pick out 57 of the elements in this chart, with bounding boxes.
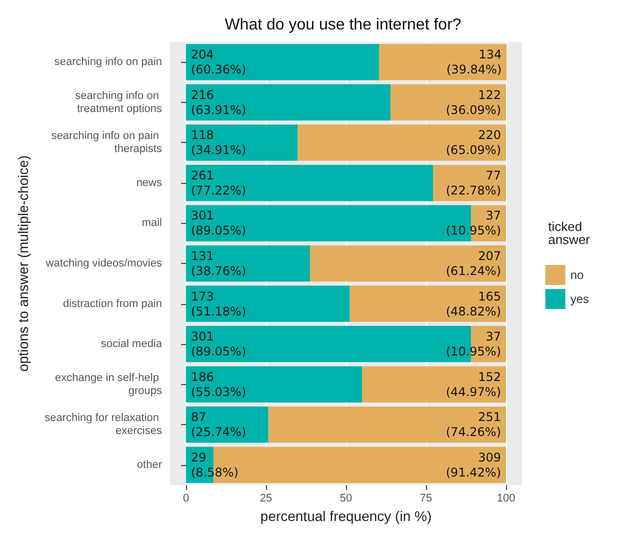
bar <box>268 406 506 443</box>
bar <box>350 286 506 322</box>
data-label: 165 (48.82%) <box>446 289 501 318</box>
y-tick-label: social media <box>100 338 163 350</box>
y-tick-label: news <box>136 176 162 189</box>
y-tick-label: searching info on treatment options <box>75 90 162 115</box>
data-label: 204 (60.36%) <box>191 48 246 77</box>
data-label: 134 (39.84%) <box>446 48 502 77</box>
data-label: 309 (91.42%) <box>446 450 501 480</box>
data-label: 77 (22.78%) <box>446 168 501 198</box>
x-tick-label: 75 <box>420 492 432 504</box>
bar <box>362 366 506 402</box>
bar <box>186 245 310 282</box>
y-tick-label: mail <box>142 217 162 230</box>
y-tick-label: watching videos/movies <box>44 258 162 270</box>
y-tick-label: searching for relaxation exercises <box>44 412 162 438</box>
chart-title: What do you use the internet for? <box>224 16 462 34</box>
data-label: 216 (63.91%) <box>191 88 246 117</box>
bar <box>390 84 506 121</box>
bar <box>186 164 434 202</box>
bar <box>186 124 298 161</box>
bar <box>186 286 350 322</box>
data-label: 152 (44.97%) <box>446 370 501 399</box>
y-tick-label: searching info on pain <box>54 56 162 68</box>
data-label: 220 (65.09%) <box>446 128 501 158</box>
bar <box>298 124 506 161</box>
bar <box>186 406 268 443</box>
legend-label: no <box>570 268 584 282</box>
y-tick-label: searching info on pain therapists <box>51 130 162 156</box>
bar <box>186 366 362 402</box>
bar <box>186 44 380 80</box>
bar <box>379 44 507 80</box>
bar <box>310 245 506 282</box>
data-label: 122 (36.09%) <box>446 88 501 117</box>
data-label: 251 (74.26%) <box>446 410 501 440</box>
bar <box>186 84 391 121</box>
x-axis-title: percentual frequency (in %) <box>260 508 432 524</box>
bar <box>433 164 506 202</box>
data-label: 301 (89.05%) <box>191 330 246 359</box>
data-label: 207 (61.24%) <box>446 249 501 278</box>
data-label: 261 (77.22%) <box>191 168 246 198</box>
data-label: 301 (89.05%) <box>191 208 246 238</box>
data-label: 173 (51.18%) <box>191 289 246 318</box>
y-tick-label: other <box>136 458 162 471</box>
y-tick-label: distraction from pain <box>62 298 162 310</box>
data-label: 87 (25.74%) <box>191 410 246 440</box>
legend-label: yes <box>570 292 590 306</box>
data-label: 186 (55.03%) <box>191 370 246 399</box>
x-tick-label: 100 <box>496 492 516 504</box>
x-tick-label: 50 <box>340 492 352 504</box>
data-label: 118 (34.91%) <box>191 128 246 158</box>
y-tick-label: exchange in self-help groups <box>54 372 162 397</box>
y-axis-title: options to answer (multiple-choice) <box>15 155 31 372</box>
x-tick-label: 0 <box>182 492 190 504</box>
legend-title: ticked answer <box>548 219 591 247</box>
x-tick-label: 25 <box>260 492 272 504</box>
data-label: 131 (38.76%) <box>191 249 246 278</box>
